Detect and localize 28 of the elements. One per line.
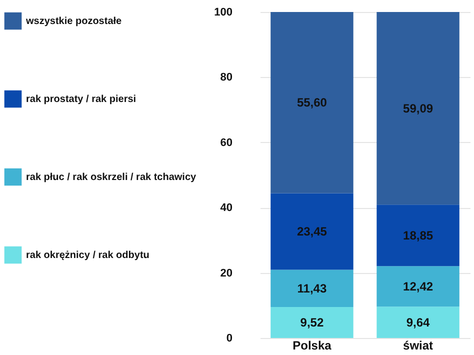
data-label: 18,85 [403,228,434,242]
bar [270,270,354,307]
bar [376,12,460,205]
data-label: 23,45 [296,224,328,238]
y-tick-label: 0 [226,332,232,344]
bar [376,266,460,307]
data-label: 59,09 [403,101,434,116]
bar [270,12,354,194]
data-label: 9,52 [300,315,324,330]
y-tick-label: 40 [220,202,232,214]
legend-label: rak okrężnicy / rak odbytu [26,250,150,261]
x-tick-label: świat [403,338,434,352]
bar [270,193,354,270]
bar [376,204,460,266]
x-tick-label: Polska [292,338,332,352]
data-label: 11,43 [297,281,327,296]
bar [270,306,354,338]
legend-label: rak płuc / rak oskrzeli / rak tchawicy [26,172,197,183]
y-tick-label: 20 [220,267,232,280]
data-label: 55,60 [296,96,328,110]
y-tick-label: 100 [214,6,232,18]
data-label: 12,42 [403,279,434,294]
y-tick-label: 80 [220,72,232,84]
legend-label: wszystkie pozostałe [25,16,122,27]
legend-label: rak prostaty / rak piersi [26,94,136,105]
y-tick-label: 60 [220,136,232,149]
data-label: 9,64 [406,315,430,330]
bar [376,306,460,338]
